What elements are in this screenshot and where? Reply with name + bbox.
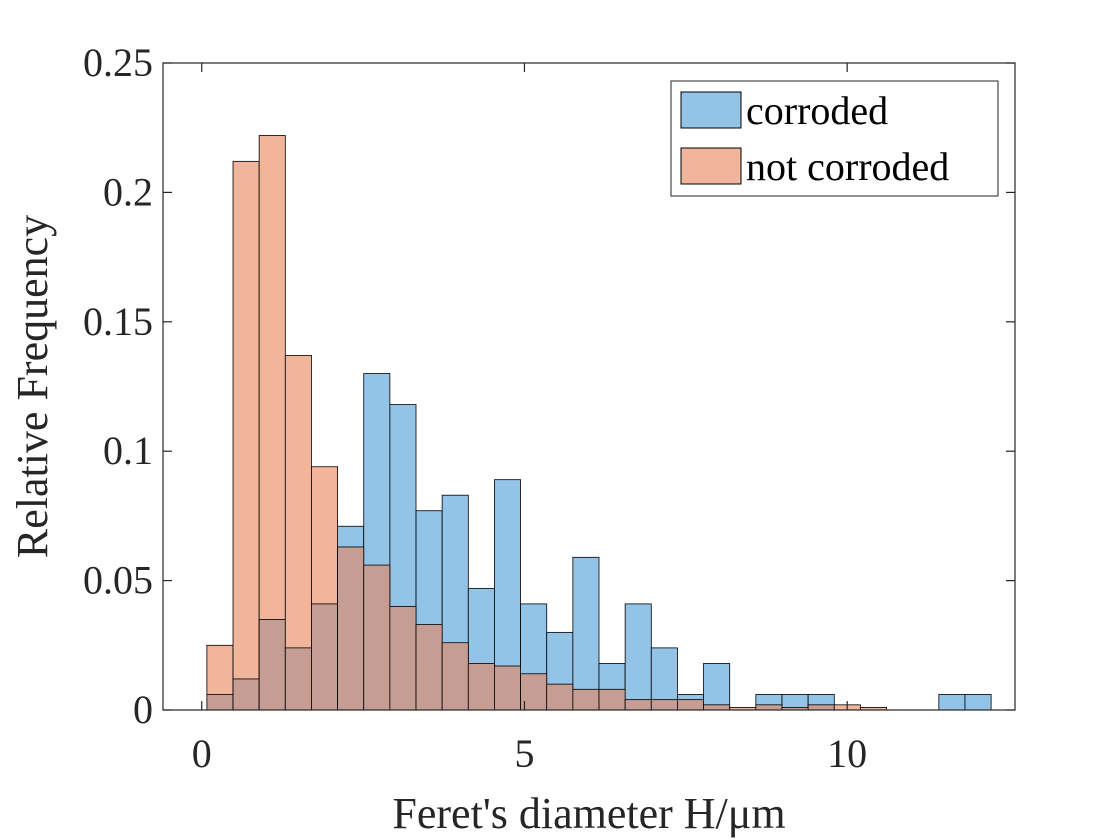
bar-corroded — [624, 603, 652, 711]
legend-swatch-corroded — [680, 91, 742, 129]
bar-not-corroded — [232, 160, 260, 711]
bar-not-corroded — [389, 606, 417, 711]
bar-not-corroded — [546, 683, 574, 711]
legend: corroded not corroded — [670, 80, 999, 197]
x-tick-label: 10 — [827, 731, 867, 776]
bar-not-corroded — [807, 704, 835, 711]
plot-area-box — [162, 62, 1016, 711]
y-tick-label: 0.1 — [103, 428, 153, 473]
bar-not-corroded — [415, 624, 443, 711]
bar-not-corroded — [624, 699, 652, 711]
bar-corroded — [938, 694, 966, 711]
y-tick-label: 0.15 — [83, 299, 153, 344]
legend-swatch-not-corroded — [680, 147, 742, 185]
x-axis-label: Feret's diameter H/μm — [392, 789, 785, 838]
bar-not-corroded — [337, 546, 365, 711]
bar-not-corroded — [494, 665, 521, 711]
bar-not-corroded — [467, 663, 495, 711]
bar-corroded — [964, 694, 992, 711]
y-tick-label: 0.2 — [103, 169, 153, 214]
legend-label-corroded: corroded — [746, 88, 888, 133]
bar-not-corroded — [677, 699, 704, 711]
x-tick-label: 0 — [192, 731, 212, 776]
bar-overlap — [311, 603, 338, 711]
bar-overlap — [258, 619, 286, 711]
bar-corroded — [572, 556, 600, 711]
y-axis-ticks: 0 0.05 0.1 0.15 0.2 0.25 — [83, 40, 1015, 732]
x-tick-label: 5 — [514, 731, 534, 776]
legend-label-not-corroded: not corroded — [746, 144, 949, 189]
y-tick-label: 0 — [133, 687, 153, 732]
bar-not-corroded — [598, 688, 626, 711]
bar-overlap — [206, 694, 234, 711]
bar-not-corroded — [703, 704, 731, 711]
bar-not-corroded — [363, 564, 391, 711]
bar-not-corroded — [441, 642, 469, 711]
bar-not-corroded — [650, 699, 678, 711]
x-axis-ticks: 0 5 10 — [192, 63, 867, 776]
bar-not-corroded — [572, 688, 600, 711]
y-tick-label: 0.05 — [83, 558, 153, 603]
bar-corroded — [703, 663, 731, 711]
bar-overlap — [232, 678, 260, 711]
bar-overlap — [284, 647, 312, 711]
y-axis-label: Relative Frequency — [8, 215, 57, 558]
y-tick-label: 0.25 — [83, 40, 153, 85]
bar-not-corroded — [755, 704, 783, 711]
